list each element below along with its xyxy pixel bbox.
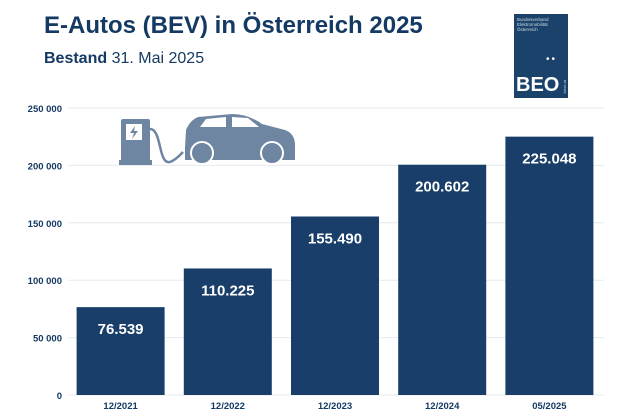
x-tick-label: 12/2024 [425,401,460,412]
y-tick-label: 150 000 [28,219,62,230]
bar [183,268,272,395]
x-tick-label: 05/2025 [532,401,567,412]
charging-station-icon [119,119,184,165]
x-tick-label: 12/2023 [318,401,352,412]
bar [76,307,165,395]
y-tick-label: 250 000 [28,104,62,115]
subtitle-bold: Bestand [44,50,108,67]
logo-dots: •• [546,54,558,65]
x-tick-label: 12/2022 [211,401,245,412]
bar [398,164,487,395]
chart-title: E-Autos (BEV) in Österreich 2025 [44,12,423,39]
y-tick-label: 0 [57,391,62,402]
subtitle-date: 31. Mai 2025 [111,50,205,67]
data-label: 200.602 [415,179,469,196]
bar [505,136,594,395]
data-label: 110.225 [201,282,254,299]
logo-mark: BEO [516,74,560,96]
car-icon [185,114,296,165]
y-tick-label: 100 000 [28,276,62,287]
data-label: 76.539 [98,321,144,338]
bar [291,216,379,395]
y-tick-label: 200 000 [28,161,62,172]
logo-org-name: Bundesverband Elektromobilität Österreich [517,17,549,32]
data-label: 225.048 [522,151,576,168]
x-tick-label: 12/2021 [103,401,138,412]
y-tick-label: 50 000 [33,334,62,345]
beo-logo: Bundesverband Elektromobilität Österreich … [514,14,568,98]
data-label: 155.490 [308,230,362,247]
chart-subtitle: Bestand 31. Mai 2025 [44,50,204,68]
